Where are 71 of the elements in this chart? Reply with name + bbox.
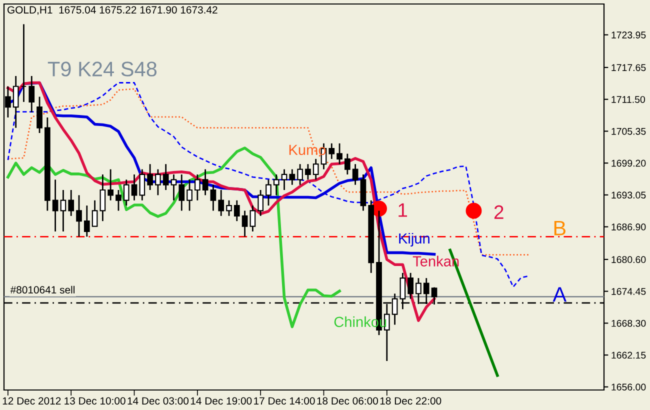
y-tick-label: 1723.95 xyxy=(612,32,646,38)
x-tick-label: 13 Dec 10:00 xyxy=(64,397,126,405)
y-tick-label: 1717.65 xyxy=(612,64,646,72)
candlestick xyxy=(100,174,106,222)
candlestick xyxy=(266,178,272,206)
annotation: T9 K24 S48 xyxy=(48,62,157,76)
candlestick xyxy=(76,194,82,238)
candlestick xyxy=(297,163,303,186)
y-tick-label: 1711.50 xyxy=(612,96,645,103)
series-label: Kijun xyxy=(399,232,430,247)
candlestick xyxy=(36,96,42,134)
candlestick xyxy=(281,168,288,191)
candlestick xyxy=(131,174,138,202)
y-tick-label: 1693.05 xyxy=(612,192,646,199)
candlestick xyxy=(352,163,358,186)
x-tick-label: 14 Dec 03:00 xyxy=(128,397,189,405)
candlestick xyxy=(170,174,177,202)
candlestick xyxy=(28,75,35,113)
candlestick xyxy=(210,184,216,212)
candlestick xyxy=(52,178,58,232)
annotation: 1 xyxy=(398,203,408,217)
candlestick xyxy=(139,168,146,202)
candlestick xyxy=(84,204,90,238)
y-tick-label: 1699.20 xyxy=(612,160,646,167)
candlestick xyxy=(116,189,122,212)
candlestick xyxy=(60,189,66,232)
candlestick xyxy=(108,168,114,202)
annotation: 2 xyxy=(494,205,504,219)
x-tick-label: 12 Dec 2012 xyxy=(2,397,61,405)
ref-line-label: A xyxy=(552,287,567,302)
candlestick xyxy=(336,142,342,165)
candlestick xyxy=(250,204,256,232)
candlestick xyxy=(312,158,319,180)
candlestick xyxy=(155,168,161,196)
y-tick-label: 1656.00 xyxy=(612,384,646,391)
candlestick xyxy=(68,189,74,217)
chart-title: GOLD,H1 1675.04 1675.22 1671.90 1673.42 xyxy=(8,6,218,15)
candlestick xyxy=(328,142,335,160)
candlestick xyxy=(218,189,224,217)
candlestick xyxy=(186,178,192,212)
candlestick xyxy=(258,189,264,217)
candlestick xyxy=(289,168,296,186)
candlestick xyxy=(226,200,232,217)
candlestick xyxy=(242,210,248,238)
x-tick-label: 17 Dec 14:00 xyxy=(254,397,315,405)
candlestick xyxy=(194,174,200,202)
candlestick xyxy=(12,75,19,129)
candlestick xyxy=(344,153,350,176)
candlestick xyxy=(123,178,130,206)
candlestick xyxy=(273,174,280,196)
candlestick xyxy=(147,163,153,191)
y-tick-label: 1705.35 xyxy=(612,128,646,135)
ref-line-label: B xyxy=(554,220,566,236)
candlestick xyxy=(178,174,185,212)
y-tick-label: 1668.30 xyxy=(612,320,646,327)
x-tick-label: 18 Dec 22:00 xyxy=(380,397,442,405)
x-tick-label: 14 Dec 19:00 xyxy=(190,397,252,405)
candlestick xyxy=(20,24,27,103)
candlestick xyxy=(408,272,414,300)
ref-line-label: #8010641 sell xyxy=(10,286,74,294)
y-tick-label: 1686.90 xyxy=(612,224,646,230)
x-tick-label: 18 Dec 06:00 xyxy=(317,397,378,405)
candlestick xyxy=(305,163,311,180)
y-tick-label: 1674.45 xyxy=(612,288,646,295)
line-series xyxy=(7,88,530,256)
candlestick xyxy=(234,200,240,222)
candlestick xyxy=(202,168,208,196)
y-tick-label: 1662.15 xyxy=(612,352,646,359)
candlestick xyxy=(162,163,169,191)
y-tick-label: 1680.60 xyxy=(612,256,646,264)
candlestick xyxy=(92,200,98,227)
